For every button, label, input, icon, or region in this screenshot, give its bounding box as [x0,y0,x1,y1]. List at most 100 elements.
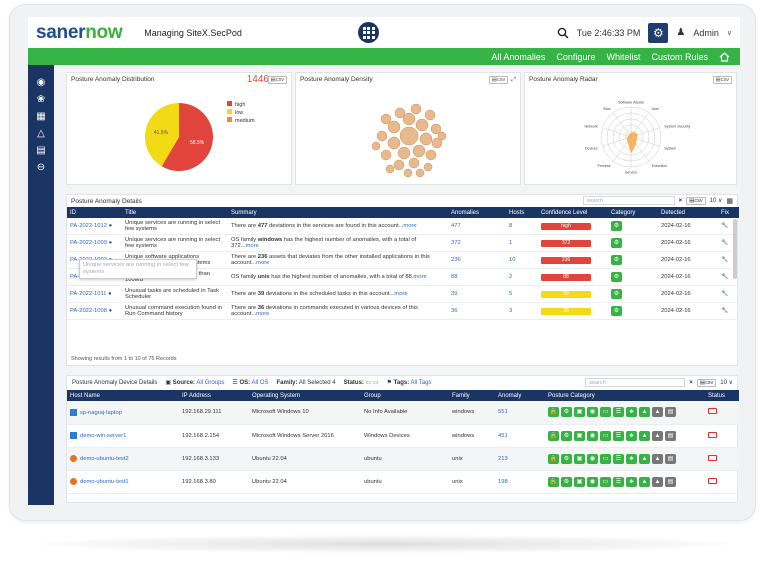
nav-custom-rules[interactable]: Custom Rules [651,51,708,62]
family-filter[interactable]: Family: All Selected 4 [276,379,336,386]
density-bubble[interactable] [380,113,392,125]
details-col-header[interactable]: Detected [658,207,718,218]
posture-category-icon[interactable]: ▭ [600,476,611,487]
close-icon[interactable]: × [678,197,683,204]
fix-wrench-icon[interactable]: 🔧 [718,285,739,303]
more-link[interactable]: more [403,223,417,229]
details-col-header[interactable]: Summary [228,207,448,218]
table-row[interactable]: demo-ubuntu-test2 192.168.3.133 Ubuntu 22.… [67,447,739,471]
details-search-input[interactable]: search [582,196,675,205]
info-icon[interactable]: ● [108,240,113,246]
posture-category-icon[interactable]: ▤ [665,407,676,418]
anomaly-count-link[interactable]: 198 [495,470,545,494]
anomaly-count-link[interactable]: 36 [448,302,506,320]
posture-category-icon[interactable]: 🔒 [548,430,559,441]
os-filter[interactable]: ☰ OS: All OS [232,380,269,386]
category-icon[interactable]: ⚙ [611,221,622,231]
density-bubble[interactable] [402,112,416,126]
status-filter[interactable]: Status: ▭ ▭ [343,380,379,386]
density-bubble[interactable] [399,126,419,146]
posture-category-icon[interactable]: ◉ [587,453,598,464]
posture-category-icon[interactable]: ⚙ [561,430,572,441]
table-row[interactable]: demo-win-server1 192.168.2.154 Microsoft W… [67,424,739,448]
anomaly-id-link[interactable]: PA-2022-1009 [70,240,107,246]
info-icon[interactable]: ● [108,308,113,314]
category-icon[interactable]: ⚙ [611,255,622,265]
alert-icon[interactable]: △ [37,128,45,139]
anomaly-count-link[interactable]: 477 [448,218,506,235]
anomaly-count-link[interactable]: 451 [495,424,545,448]
posture-category-icon[interactable]: ♣ [626,476,637,487]
category-icon[interactable]: ⚙ [611,238,622,248]
device-col-header[interactable]: IP Address [179,390,249,401]
anomaly-id-link[interactable]: PA-2022-1011 [70,291,107,297]
nav-configure[interactable]: Configure [556,51,596,62]
table-row[interactable]: sp-nagraj-laptop 192.168.29.111 Microsoft … [67,401,739,425]
category-icon[interactable]: ⚙ [611,289,622,299]
anomaly-count-link[interactable]: 372 [448,234,506,252]
posture-category-icon[interactable]: ♣ [626,407,637,418]
host-count-link[interactable]: 2 [506,268,538,286]
page-size-select[interactable]: 10 ∨ [709,198,723,204]
posture-category-icon[interactable]: ⚙ [561,407,572,418]
posture-category-icon[interactable]: ▲ [652,476,663,487]
device-col-header[interactable]: Anomaly [495,390,545,401]
user-menu[interactable]: Admin [693,27,719,38]
posture-category-icon[interactable]: ▣ [574,407,585,418]
pie-slice-high[interactable] [161,103,213,171]
csv-button[interactable]: ▤csv [712,76,732,84]
posture-category-icon[interactable]: ▣ [574,430,585,441]
density-bubble[interactable] [397,146,411,160]
settings-icon[interactable]: ❀ [36,94,46,105]
csv-button[interactable]: ▤csv [696,378,717,387]
density-bubble[interactable] [430,123,442,135]
posture-category-icon[interactable]: ▤ [665,453,676,464]
anomaly-id-link[interactable]: PA-2022-1008 [70,308,107,314]
host-name-link[interactable]: demo-ubuntu-test2 [80,456,129,463]
posture-category-icon[interactable]: ☰ [613,476,624,487]
more-link[interactable]: more [413,274,427,280]
info-icon[interactable]: ● [108,223,113,229]
density-bubble[interactable] [380,149,392,161]
posture-category-icon[interactable]: ▲ [652,430,663,441]
legend-low[interactable]: low [227,109,255,117]
details-col-header[interactable]: Anomalies [448,207,506,218]
anomaly-count-link[interactable]: 39 [448,285,506,303]
legend-high[interactable]: high [227,101,255,109]
details-scrollbar[interactable] [733,219,737,279]
density-bubble[interactable] [419,132,433,146]
expand-icon[interactable]: ⤢ [511,76,516,83]
anomaly-id-link[interactable]: PA-2022-1012 [70,223,107,229]
anomaly-count-link[interactable]: 551 [495,401,545,425]
category-icon[interactable]: ⚙ [611,306,622,316]
details-col-header[interactable]: Title [122,207,228,218]
device-col-header[interactable]: Group [361,390,449,401]
info-icon[interactable]: ● [108,291,112,297]
chevron-down-icon[interactable]: ∨ [726,29,732,37]
device-col-header[interactable]: Operating System [249,390,361,401]
posture-category-icon[interactable]: ▲ [639,407,650,418]
posture-category-icon[interactable]: ▲ [639,453,650,464]
logout-icon[interactable]: ⊖ [36,162,46,173]
density-bubble[interactable] [410,103,422,115]
posture-category-icon[interactable]: ⚙ [561,476,572,487]
device-search-input[interactable]: search [585,378,686,387]
host-count-link[interactable]: 5 [506,285,538,303]
density-bubble[interactable] [425,149,437,161]
table-row[interactable]: demo-ubuntu-test1 192.168.3.80 Ubuntu 22.0… [67,470,739,494]
density-bubble[interactable] [423,162,433,172]
table-row[interactable]: PA-2022-1009 ● Unique services are runnin… [67,234,739,252]
csv-button[interactable]: ▤csv [686,196,706,205]
density-bubble[interactable] [403,168,413,178]
anomaly-count-link[interactable]: 213 [495,447,545,471]
posture-category-icon[interactable]: 🔒 [548,407,559,418]
posture-category-icon[interactable]: ◉ [587,407,598,418]
page-size-select[interactable]: 10 ∨ [720,380,733,386]
density-bubble[interactable] [408,157,420,169]
density-bubble[interactable] [376,130,388,142]
density-bubble[interactable] [387,136,401,150]
host-count-link[interactable]: 1 [506,234,538,252]
report-icon[interactable]: ▦ [36,111,46,122]
posture-category-icon[interactable]: ▣ [574,453,585,464]
pie-slice-low[interactable] [145,103,179,167]
